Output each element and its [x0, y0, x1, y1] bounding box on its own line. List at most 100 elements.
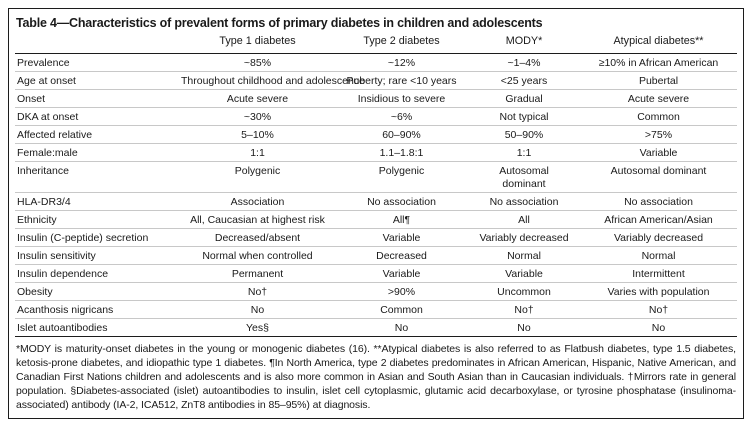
- table-row: Affected relative 5–10% 60–90% 50–90% >75%: [15, 125, 737, 144]
- table-cell: No†: [468, 300, 580, 319]
- table-cell: Association: [180, 192, 335, 211]
- table-cell: African American/Asian: [580, 210, 737, 229]
- table-cell: No association: [580, 192, 737, 211]
- row-label: Female:male: [15, 143, 180, 162]
- table-cell: No: [468, 318, 580, 337]
- table-cell: <25 years: [468, 71, 580, 90]
- table-row: Insulin (C-peptide) secretion Decreased/a…: [15, 228, 737, 247]
- column-header: Type 1 diabetes: [180, 32, 335, 54]
- table-cell: Pubertal: [580, 71, 737, 90]
- table-cell: All¶: [335, 210, 468, 229]
- table-cell: No: [580, 318, 737, 337]
- row-label: Insulin sensitivity: [15, 246, 180, 265]
- table-cell: Intermittent: [580, 264, 737, 283]
- table-header-row: Type 1 diabetes Type 2 diabetes MODY* Atypi…: [15, 32, 737, 54]
- column-header: Type 2 diabetes: [335, 32, 468, 54]
- column-header: Atypical diabetes**: [580, 32, 737, 54]
- row-label: Ethnicity: [15, 210, 180, 229]
- row-label: Inheritance: [15, 161, 180, 193]
- row-label: DKA at onset: [15, 107, 180, 126]
- table-cell: No association: [335, 192, 468, 211]
- row-label: Islet autoantibodies: [15, 318, 180, 337]
- table-cell: Polygenic: [180, 161, 335, 193]
- table-cell: No association: [468, 192, 580, 211]
- table-cell: Variably decreased: [580, 228, 737, 247]
- row-label: Acanthosis nigricans: [15, 300, 180, 319]
- table-cell: >90%: [335, 282, 468, 301]
- table-cell: Variable: [580, 143, 737, 162]
- row-label: Prevalence: [15, 53, 180, 72]
- table-figure-frame: Table 4—Characteristics of prevalent for…: [8, 8, 744, 419]
- table-cell: No†: [180, 282, 335, 301]
- table-body: Prevalence ~85% ~12% ~1–4% ≥10% in African A…: [15, 53, 737, 337]
- table-cell: Decreased: [335, 246, 468, 265]
- table-row: Female:male 1:1 1.1–1.8:1 1:1 Variable: [15, 143, 737, 162]
- table-cell: 5–10%: [180, 125, 335, 144]
- row-label: Insulin dependence: [15, 264, 180, 283]
- table-cell: No†: [580, 300, 737, 319]
- table-cell: 1.1–1.8:1: [335, 143, 468, 162]
- table-cell: Puberty; rare <10 years: [335, 71, 468, 90]
- table-row: Insulin sensitivity Normal when controlle…: [15, 246, 737, 265]
- table-cell: Yes§: [180, 318, 335, 337]
- table-row: Islet autoantibodies Yes§ No No No: [15, 318, 737, 337]
- table-cell: Normal: [580, 246, 737, 265]
- table-cell: No: [335, 318, 468, 337]
- table-cell: 60–90%: [335, 125, 468, 144]
- table-cell: ~12%: [335, 53, 468, 72]
- column-header: MODY*: [468, 32, 580, 54]
- table-cell: Variably decreased: [468, 228, 580, 247]
- row-label: Insulin (C-peptide) secretion: [15, 228, 180, 247]
- table-footnote: *MODY is maturity-onset diabetes in the …: [16, 343, 736, 411]
- table-row: Insulin dependence Permanent Variable Varia…: [15, 264, 737, 283]
- table-cell: ≥10% in African American: [580, 53, 737, 72]
- table-cell: Common: [580, 107, 737, 126]
- table-row: Inheritance Polygenic Polygenic Autosomal d…: [15, 161, 737, 193]
- table-cell: ~85%: [180, 53, 335, 72]
- table-cell: Normal when controlled: [180, 246, 335, 265]
- row-label: Obesity: [15, 282, 180, 301]
- table-row: Ethnicity All, Caucasian at highest risk A…: [15, 210, 737, 229]
- table-cell: All, Caucasian at highest risk: [180, 210, 335, 229]
- table-cell: Acute severe: [580, 89, 737, 108]
- table-cell: Normal: [468, 246, 580, 265]
- table-cell: Common: [335, 300, 468, 319]
- table-row: Prevalence ~85% ~12% ~1–4% ≥10% in African A…: [15, 53, 737, 72]
- table-cell: Not typical: [468, 107, 580, 126]
- table-cell: 1:1: [468, 143, 580, 162]
- table-cell: 50–90%: [468, 125, 580, 144]
- table-row: Age at onset Throughout childhood and ado…: [15, 71, 737, 90]
- table-row: Obesity No† >90% Uncommon Varies with popula…: [15, 282, 737, 301]
- diabetes-characteristics-table: Type 1 diabetes Type 2 diabetes MODY* Atypi…: [15, 32, 737, 337]
- row-label-header: [15, 32, 180, 54]
- table-row: DKA at onset ~30% ~6% Not typical Common: [15, 107, 737, 126]
- table-cell: Gradual: [468, 89, 580, 108]
- table-cell: Variable: [335, 228, 468, 247]
- row-label: Onset: [15, 89, 180, 108]
- table-cell: Autosomal dominant: [468, 161, 580, 193]
- table-row: Onset Acute severe Insidious to severe Grad…: [15, 89, 737, 108]
- table-cell: ~30%: [180, 107, 335, 126]
- table-cell: Varies with population: [580, 282, 737, 301]
- table-row: HLA-DR3/4 Association No association No ass…: [15, 192, 737, 211]
- table-cell: No: [180, 300, 335, 319]
- table-cell: ~1–4%: [468, 53, 580, 72]
- table-cell: Throughout childhood and adolescence: [180, 71, 365, 90]
- table-cell: >75%: [580, 125, 737, 144]
- table-cell: Autosomal dominant: [580, 161, 737, 193]
- row-label: HLA-DR3/4: [15, 192, 180, 211]
- table-cell: Polygenic: [335, 161, 468, 193]
- table-cell: 1:1: [180, 143, 335, 162]
- table-cell: Uncommon: [468, 282, 580, 301]
- table-cell: Decreased/absent: [180, 228, 335, 247]
- table-cell: Variable: [468, 264, 580, 283]
- table-cell: Insidious to severe: [335, 89, 468, 108]
- table-cell: Acute severe: [180, 89, 335, 108]
- table-title: Table 4—Characteristics of prevalent for…: [16, 16, 543, 30]
- table-row: Acanthosis nigricans No Common No† No†: [15, 300, 737, 319]
- table-cell: Variable: [335, 264, 468, 283]
- row-label: Affected relative: [15, 125, 180, 144]
- table-cell: All: [468, 210, 580, 229]
- row-label: Age at onset: [15, 71, 180, 90]
- table-cell: Permanent: [180, 264, 335, 283]
